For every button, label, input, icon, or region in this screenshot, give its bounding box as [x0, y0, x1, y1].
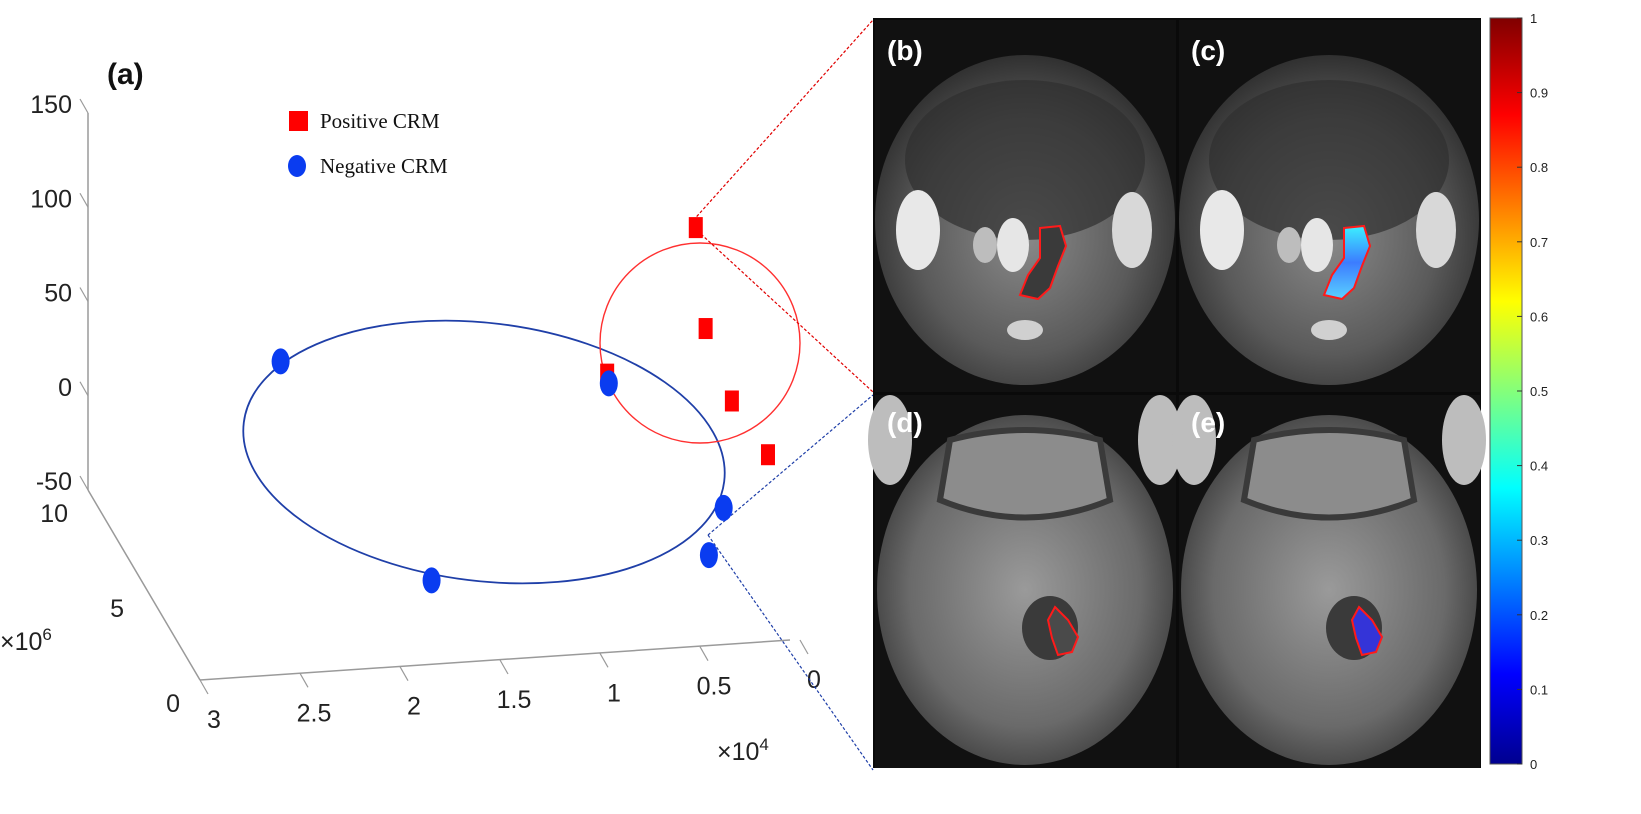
- x-axis-line: [199, 639, 791, 681]
- x-tick-label: 1: [607, 679, 621, 707]
- tumor-heatmap-e: [1350, 605, 1384, 657]
- panel-label-e: (e): [1191, 407, 1225, 438]
- mri-panel-e: [1172, 395, 1486, 768]
- connector-red-top: [689, 19, 874, 225]
- tumor-contour-d: [1046, 605, 1080, 657]
- connector-red-bottom: [689, 223, 874, 393]
- point-positive-crm: [698, 318, 713, 340]
- point-negative-crm: [699, 542, 718, 569]
- colorbar-tick-label: 1: [1530, 11, 1537, 26]
- tumor-contour-b: [1018, 224, 1068, 301]
- z-tick-label: 50: [44, 280, 72, 308]
- data-points: [271, 217, 775, 594]
- point-positive-crm: [724, 390, 739, 412]
- colorbar-tick-label: 0.3: [1530, 533, 1548, 548]
- y-multiplier: ×106: [0, 625, 52, 656]
- point-negative-crm: [714, 494, 733, 521]
- x-tick-label: 1.5: [497, 686, 532, 714]
- x-tick-labels: 3 2.5 2 1.5 1 0.5 0: [207, 666, 821, 734]
- panel-label-a: (a): [107, 58, 144, 91]
- x-tick-mark: [499, 659, 509, 675]
- point-negative-crm: [271, 348, 290, 375]
- colorbar-tick-label: 0.9: [1530, 86, 1548, 101]
- x-tick-label: 3: [207, 706, 221, 734]
- image-grid: (b) (c) (d) (e): [868, 18, 1486, 768]
- colorbar-tick-label: 0.7: [1530, 235, 1548, 250]
- x-tick-label: 0: [807, 666, 821, 694]
- z-tick-label: 150: [30, 91, 72, 119]
- x-tick-mark: [199, 679, 209, 695]
- positive-cluster-outline: [599, 242, 801, 444]
- colorbar-tick-label: 0.1: [1530, 682, 1548, 697]
- legend-marker-positive: [289, 111, 308, 131]
- axes-3d: [87, 113, 791, 681]
- connector-lines: [689, 19, 874, 771]
- z-tick-label: -50: [36, 468, 72, 496]
- z-tick-label: 100: [30, 185, 72, 213]
- x-tick-marks: [199, 639, 809, 695]
- x-tick-mark: [399, 666, 409, 681]
- x-tick-mark: [599, 653, 609, 668]
- legend-label-negative: Negative CRM: [320, 154, 448, 178]
- legend: Positive CRM Negative CRM: [288, 109, 448, 178]
- z-tick-mark: [79, 287, 89, 302]
- colorbar-tick-label: 0.6: [1530, 309, 1548, 324]
- colorbar-tick-label: 0: [1530, 757, 1537, 772]
- colorbar-ticks: 1 0.9 0.8 0.7 0.6 0.5 0.4 0.3 0.2 0.1 0: [1517, 11, 1548, 772]
- connector-blue-top: [707, 394, 874, 536]
- legend-marker-negative: [288, 155, 306, 177]
- point-positive-crm: [688, 217, 703, 239]
- x-tick-label: 2.5: [297, 699, 332, 727]
- point-negative-crm: [599, 370, 618, 397]
- mri-panel-b: [875, 20, 1176, 392]
- z-tick-mark: [79, 98, 89, 114]
- z-tick-marks: [79, 98, 89, 491]
- z-tick-mark: [79, 475, 89, 491]
- x-tick-mark: [799, 639, 809, 655]
- x-multiplier: ×104: [717, 735, 769, 766]
- colorbar-tick-label: 0.4: [1530, 459, 1548, 474]
- colorbar: [1489, 17, 1523, 765]
- colorbar-tick-label: 0.2: [1530, 608, 1548, 623]
- z-tick-mark: [79, 381, 89, 397]
- point-positive-crm: [760, 444, 775, 466]
- y-tick-labels: 10 5 0: [40, 500, 180, 718]
- connector-blue-bottom: [707, 534, 874, 771]
- x-tick-mark: [699, 646, 709, 661]
- mri-panel-c: [1179, 20, 1480, 392]
- y-tick-label: 5: [110, 595, 124, 623]
- z-tick-mark: [79, 192, 89, 208]
- x-tick-label: 0.5: [697, 673, 732, 701]
- negative-cluster-outline: [242, 319, 726, 585]
- panel-label-b: (b): [887, 35, 923, 66]
- colorbar-tick-label: 0.5: [1530, 384, 1548, 399]
- tumor-heatmap-c: [1322, 224, 1372, 301]
- point-negative-crm: [422, 567, 441, 594]
- colorbar-tick-label: 0.8: [1530, 160, 1548, 175]
- y-tick-label: 10: [40, 500, 68, 528]
- panel-labels: (b) (c) (d) (e): [887, 35, 1225, 438]
- z-tick-label: 0: [58, 374, 72, 402]
- panel-label-d: (d): [887, 407, 923, 438]
- x-tick-label: 2: [407, 693, 421, 721]
- panel-label-c: (c): [1191, 35, 1225, 66]
- y-axis-line: [87, 489, 201, 681]
- z-tick-labels: 150 100 50 0 -50: [30, 91, 72, 496]
- legend-label-positive: Positive CRM: [320, 109, 440, 133]
- y-tick-label: 0: [166, 690, 180, 718]
- x-tick-mark: [299, 673, 309, 688]
- mri-panel-d: [868, 395, 1182, 768]
